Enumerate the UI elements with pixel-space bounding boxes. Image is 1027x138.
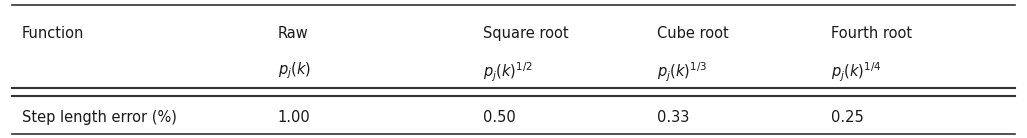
Text: Cube root: Cube root <box>657 26 728 41</box>
Text: Step length error (%): Step length error (%) <box>22 110 177 125</box>
Text: $p_j(k)^{1/2}$: $p_j(k)^{1/2}$ <box>483 61 532 84</box>
Text: Raw: Raw <box>278 26 309 41</box>
Text: Function: Function <box>22 26 84 41</box>
Text: 0.50: 0.50 <box>483 110 516 125</box>
Text: 0.33: 0.33 <box>657 110 689 125</box>
Text: 0.25: 0.25 <box>831 110 864 125</box>
Text: Square root: Square root <box>483 26 568 41</box>
Text: Fourth root: Fourth root <box>831 26 912 41</box>
Text: $p_j(k)^{1/4}$: $p_j(k)^{1/4}$ <box>831 61 881 84</box>
Text: $p_j(k)^{1/3}$: $p_j(k)^{1/3}$ <box>657 61 708 84</box>
Text: $p_j(k)$: $p_j(k)$ <box>278 61 311 81</box>
Text: 1.00: 1.00 <box>278 110 311 125</box>
